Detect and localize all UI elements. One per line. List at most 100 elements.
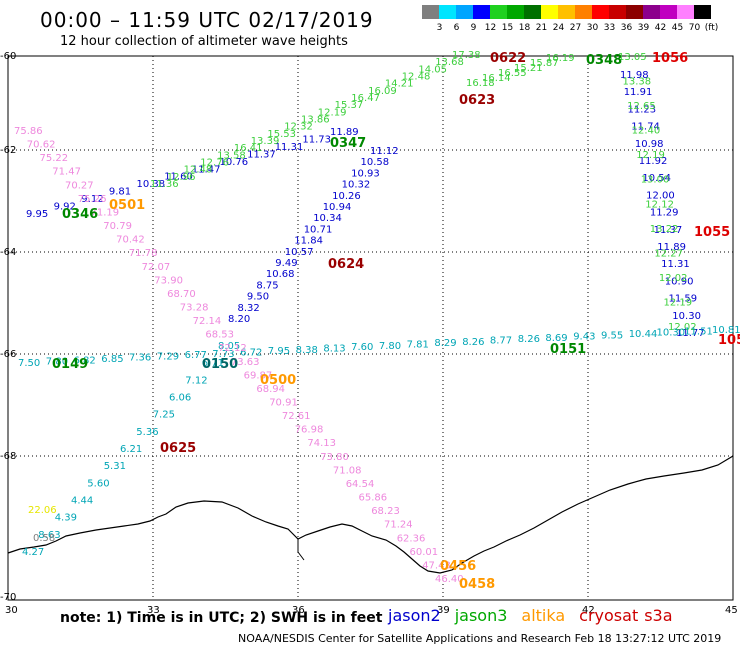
wave-height-value: 14.05 (418, 64, 447, 75)
wave-height-value: 7.36 (129, 353, 151, 364)
lon-label: 33 (147, 605, 160, 616)
wave-height-value: 10.81 (712, 325, 740, 336)
lon-label: 36 (292, 605, 305, 616)
wave-height-value: 10.30 (657, 328, 686, 339)
wave-height-value: 15.53 (267, 129, 296, 140)
wave-height-value: 12.00 (646, 190, 675, 201)
wave-height-value: 9.50 (247, 292, 269, 303)
wave-height-value: 6.21 (120, 444, 142, 455)
wave-height-value: 72.61 (282, 411, 311, 422)
wave-height-value: 10.26 (332, 191, 361, 202)
colorbar-swatch (609, 5, 626, 19)
wave-height-value: 13.58 (217, 150, 246, 161)
wave-height-value: 13.38 (623, 77, 652, 88)
colorbar-swatch (439, 5, 456, 19)
wave-height-value: 12.40 (632, 126, 661, 137)
wave-height-value: 5.36 (136, 427, 158, 438)
wave-height-value: 12.76 (200, 158, 229, 169)
pass-time-label: 0151 (550, 342, 586, 357)
wave-height-value: 11.77 (676, 328, 705, 339)
colorbar-label: 15 (501, 23, 514, 33)
wave-height-value: 13.22 (650, 224, 679, 235)
wave-height-value: 7.50 (18, 358, 40, 369)
pass-time-label: 0346 (62, 207, 98, 222)
colorbar-label: 18 (518, 23, 531, 33)
wave-height-value: 11.51 (684, 326, 713, 337)
wave-height-value: 71.24 (384, 520, 413, 531)
wave-height-value: 8.63 (38, 530, 60, 541)
colorbar-swatch (456, 5, 473, 19)
colorbar-swatch (694, 5, 711, 19)
legend-cryosat: cryosat (579, 606, 639, 625)
lon-label: 39 (437, 605, 450, 616)
wave-height-value: 11.23 (628, 104, 657, 115)
wave-height-value: 74.13 (307, 438, 336, 449)
wave-height-value: 6.85 (101, 354, 123, 365)
wave-height-value: 11.89 (330, 127, 359, 138)
wave-height-value: 4.44 (71, 496, 93, 507)
pass-time-label: 0624 (328, 257, 364, 272)
wave-height-value: 73.90 (154, 275, 183, 286)
lat-label: -62 (0, 145, 16, 156)
colorbar-swatch (660, 5, 677, 19)
legend-altika: altika (521, 606, 566, 625)
colorbar-swatch (473, 5, 490, 19)
wave-height-value: 46.40 (435, 574, 464, 585)
colorbar-swatch (490, 5, 507, 19)
footnote: note: 1) Time is in UTC; 2) SWH is in fe… (60, 610, 383, 626)
colorbar-swatch (592, 5, 609, 19)
wave-height-value: 72.07 (142, 262, 171, 273)
wave-height-value: 7.29 (157, 351, 179, 362)
wave-height-value: 15.87 (530, 58, 559, 69)
wave-height-value: 15.37 (335, 100, 364, 111)
wave-height-value: 8.77 (490, 336, 512, 347)
wave-height-value: 10.93 (351, 168, 380, 179)
wave-height-value: 16.14 (482, 73, 511, 84)
wave-height-value: 10.58 (361, 157, 390, 168)
wave-height-value: 22.06 (28, 505, 57, 516)
wave-height-value: 11.74 (631, 122, 660, 133)
wave-height-value: 71.47 (52, 167, 81, 178)
lat-labels: -60 -62 -64 -66 -68 -70 (0, 51, 16, 603)
wave-height-value: 7.73 (212, 349, 234, 360)
wave-height-value: 10.54 (642, 173, 671, 184)
colorbar-label: 3 (436, 23, 443, 33)
wave-height-value: 9.92 (54, 202, 76, 213)
colorbar-swatch (524, 5, 541, 19)
wave-height-value: 17.38 (452, 50, 481, 61)
wave-height-labels: 9.959.929.129.8110.3811.6011.4710.7611.3… (14, 50, 740, 585)
wave-height-value: 12.27 (654, 248, 683, 259)
wave-height-value: 10.44 (629, 329, 658, 340)
colorbar-label: 9 (470, 23, 477, 33)
wave-height-value: 9.81 (109, 187, 131, 198)
map-title: 00:00 – 11:59 UTC 02/17/2019 (40, 8, 374, 32)
wave-height-value: 8.38 (296, 345, 318, 356)
wave-height-value: 72.14 (193, 316, 222, 327)
wave-height-value: 6.06 (169, 393, 191, 404)
colorbar-label: 27 (569, 23, 582, 33)
pass-time-label: 0149 (52, 357, 88, 372)
wave-height-value: 11.29 (650, 208, 679, 219)
lon-labels: 30 33 36 39 42 45 (5, 605, 738, 616)
legend-s3a: s3a (644, 606, 673, 625)
wave-height-value: 76.98 (295, 425, 324, 436)
colorbar-label: 33 (603, 23, 616, 33)
wave-height-value: 10.32 (342, 180, 371, 191)
wave-height-value: 11.73 (302, 135, 331, 146)
colorbar-label: 36 (620, 23, 633, 33)
colorbar-label: 21 (535, 23, 548, 33)
pass-time-label: 1056 (652, 51, 688, 66)
lat-label: -70 (0, 592, 16, 603)
colorbar-label: 6 (453, 23, 460, 33)
wave-height-value: 7.25 (153, 410, 175, 421)
wave-height-value: 11.31 (275, 142, 304, 153)
wave-height-value: 9.95 (26, 209, 48, 220)
wave-height-value: 12.19 (664, 298, 693, 309)
wave-height-value: 47.43 (422, 560, 451, 571)
wave-height-value: 60.01 (410, 547, 439, 558)
pass-time-label: 0500 (260, 373, 296, 388)
coastline-inlet (297, 539, 305, 561)
wave-height-value: 71.08 (333, 465, 362, 476)
wave-height-value: 10.71 (304, 224, 333, 235)
wave-height-value: 9.55 (601, 330, 623, 341)
